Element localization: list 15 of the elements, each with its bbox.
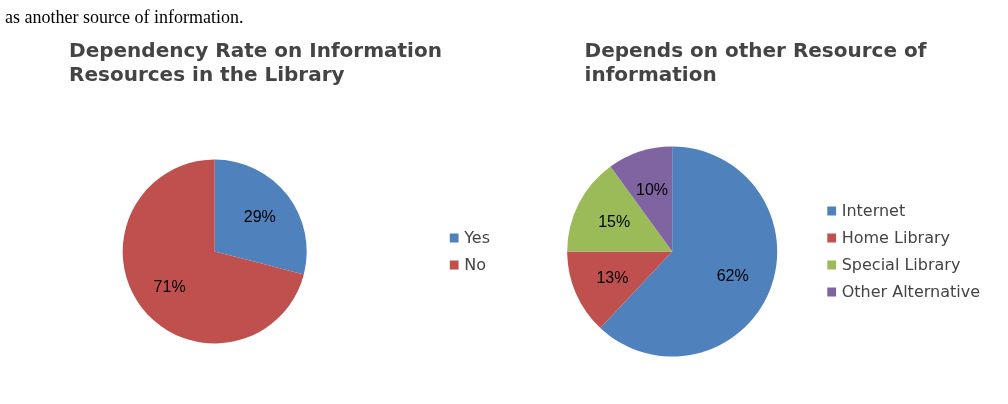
legend-label: Special Library [841, 255, 961, 274]
data-label: 10% [636, 181, 669, 199]
chart-title: Dependency Rate on Information Resources in the Library [69, 37, 442, 86]
legend-label: Other Alternative [841, 282, 980, 301]
data-label: 13% [596, 268, 629, 286]
data-label: 71% [153, 277, 186, 295]
legend-label: Home Library [841, 228, 950, 247]
data-label: 29% [243, 208, 276, 226]
data-label: 62% [716, 266, 749, 284]
legend-label: Yes [464, 228, 490, 247]
data-label: 15% [598, 213, 631, 231]
text: as another source of information. [5, 6, 244, 29]
chart-title: Depends on other Resource of information [584, 37, 927, 86]
legend-label: Internet [841, 201, 906, 220]
legend-label: No [464, 255, 486, 274]
